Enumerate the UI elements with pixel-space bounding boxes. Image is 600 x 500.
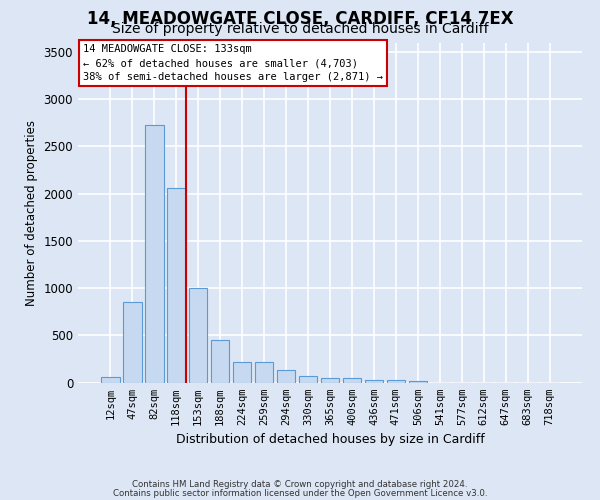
Bar <box>255 362 274 382</box>
Bar <box>277 370 295 382</box>
Bar <box>299 376 317 382</box>
Bar <box>101 377 119 382</box>
X-axis label: Distribution of detached houses by size in Cardiff: Distribution of detached houses by size … <box>176 433 484 446</box>
Bar <box>343 378 361 382</box>
Text: Size of property relative to detached houses in Cardiff: Size of property relative to detached ho… <box>112 22 488 36</box>
Bar <box>409 380 427 382</box>
Bar <box>145 124 164 382</box>
Text: Contains public sector information licensed under the Open Government Licence v3: Contains public sector information licen… <box>113 488 487 498</box>
Text: 14 MEADOWGATE CLOSE: 133sqm
← 62% of detached houses are smaller (4,703)
38% of : 14 MEADOWGATE CLOSE: 133sqm ← 62% of det… <box>83 44 383 82</box>
Text: 14, MEADOWGATE CLOSE, CARDIFF, CF14 7EX: 14, MEADOWGATE CLOSE, CARDIFF, CF14 7EX <box>86 10 514 28</box>
Bar <box>365 380 383 382</box>
Bar <box>167 188 185 382</box>
Y-axis label: Number of detached properties: Number of detached properties <box>25 120 38 306</box>
Bar <box>211 340 229 382</box>
Bar <box>189 288 208 382</box>
Bar <box>320 378 340 382</box>
Bar <box>386 380 405 382</box>
Bar <box>233 362 251 382</box>
Bar <box>123 302 142 382</box>
Text: Contains HM Land Registry data © Crown copyright and database right 2024.: Contains HM Land Registry data © Crown c… <box>132 480 468 489</box>
